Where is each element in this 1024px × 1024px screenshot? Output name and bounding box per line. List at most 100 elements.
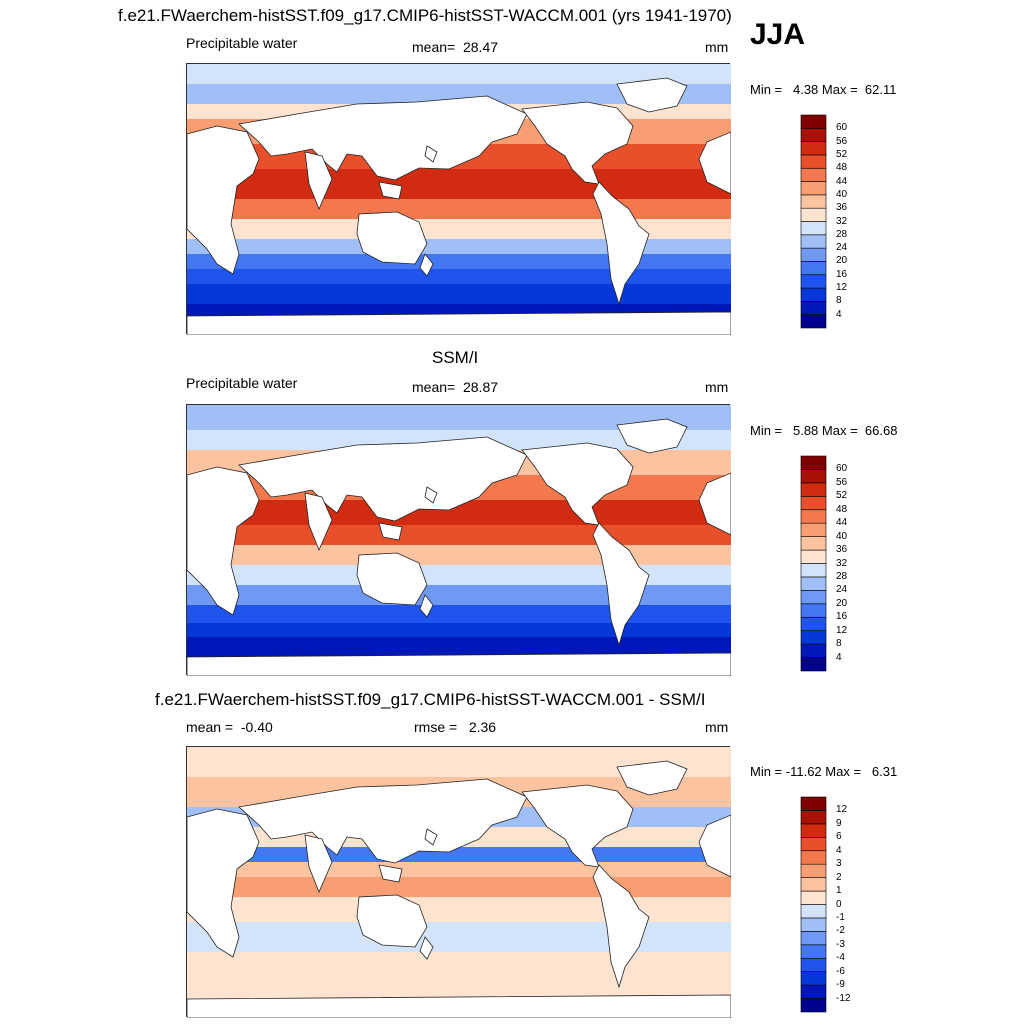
- land-mask: [378, 181, 403, 200]
- colorbar-swatch: [800, 167, 827, 182]
- panel-2-minmax: Min = 5.88 Max = 66.68: [750, 423, 898, 438]
- land-mask: [616, 77, 688, 113]
- land-mask: [378, 864, 403, 883]
- colorbar-swatch: [800, 221, 827, 236]
- colorbar-swatch: [800, 984, 827, 999]
- colorbar-swatch: [800, 657, 827, 672]
- land-mask: [238, 436, 528, 522]
- colorbar-tick-label: 0: [836, 898, 842, 910]
- colorbar-tick-label: 24: [836, 242, 848, 254]
- land-mask: [304, 151, 333, 211]
- colorbar-tick-label: 48: [836, 162, 848, 174]
- panel-3-title: f.e21.FWaerchem-histSST.f09_g17.CMIP6-hi…: [155, 690, 706, 709]
- colorbar-swatch: [800, 810, 827, 825]
- panel-1-variable-label: Precipitable water: [186, 35, 298, 51]
- field-band: [187, 169, 731, 199]
- colorbar-tick-label: 4: [836, 844, 842, 856]
- land-mask: [698, 131, 731, 195]
- land-mask: [698, 814, 731, 878]
- panel-2-mean-label: mean= 28.87: [412, 379, 499, 395]
- field-band: [187, 922, 731, 952]
- panel-2-map: [186, 404, 731, 676]
- panel-3-minmax: Min = -11.62 Max = 6.31: [750, 764, 898, 779]
- field-band: [187, 862, 731, 877]
- colorbar-swatch: [800, 522, 827, 537]
- field-band: [187, 269, 731, 284]
- colorbar-tick-label: 60: [836, 463, 848, 475]
- colorbar-swatch: [800, 957, 827, 972]
- colorbar-tick-label: 4: [836, 651, 842, 663]
- colorbar-swatch: [800, 261, 827, 276]
- colorbar-swatch: [800, 796, 827, 811]
- panel-2-variable-label: Precipitable water: [186, 375, 298, 391]
- land-mask: [238, 778, 528, 864]
- season-label: JJA: [750, 18, 806, 51]
- land-mask: [356, 211, 428, 265]
- panel-1-units: mm: [705, 39, 729, 55]
- land-mask: [304, 492, 333, 552]
- panel-3-units: mm: [705, 719, 729, 735]
- colorbar-swatch: [800, 890, 827, 905]
- colorbar-swatch: [800, 563, 827, 578]
- panel-2-title: SSM/I: [432, 348, 479, 367]
- land-mask: [616, 418, 688, 454]
- colorbar-swatch: [800, 536, 827, 551]
- colorbar-tick-label: 32: [836, 557, 848, 569]
- panel-1-map: [186, 63, 731, 335]
- colorbar-swatch: [800, 630, 827, 645]
- field-band: [187, 284, 731, 304]
- colorbar-swatch: [800, 850, 827, 865]
- field-band: [187, 605, 731, 623]
- colorbar-tick-label: 1: [836, 885, 842, 897]
- panel-3-mean-label: mean = -0.40: [186, 719, 273, 735]
- land-mask: [356, 552, 428, 606]
- land-mask: [592, 522, 650, 647]
- field-band: [187, 545, 731, 565]
- colorbar-swatch: [800, 194, 827, 209]
- colorbar-swatch: [800, 971, 827, 986]
- colorbar-tick-label: 12: [836, 804, 848, 816]
- colorbar-tick-label: 60: [836, 122, 848, 134]
- land-mask: [616, 760, 688, 796]
- colorbar-swatch: [800, 469, 827, 484]
- colorbar-swatch: [800, 837, 827, 852]
- colorbar-swatch: [800, 590, 827, 605]
- colorbar-swatch: [800, 128, 827, 142]
- colorbar-tick-label: 8: [836, 638, 842, 650]
- land-mask: [521, 784, 634, 868]
- land-mask: [187, 466, 260, 616]
- colorbar-tick-label: -1: [836, 911, 845, 923]
- land-mask: [378, 522, 403, 541]
- land-mask: [187, 125, 260, 275]
- colorbar-tick-label: -3: [836, 938, 845, 950]
- land-mask: [356, 894, 428, 948]
- colorbar-swatch: [800, 114, 827, 129]
- colorbar-swatch: [800, 141, 827, 156]
- field-band: [187, 847, 731, 862]
- land-mask: [592, 181, 650, 306]
- colorbar-tick-label: 12: [836, 282, 848, 294]
- land-mask: [424, 828, 438, 846]
- colorbar-tick-label: 36: [836, 202, 848, 214]
- colorbar-tick-label: 20: [836, 255, 848, 267]
- field-band: [187, 64, 731, 84]
- colorbar-tick-label: 2: [836, 871, 842, 883]
- colorbar-swatch: [800, 287, 827, 302]
- colorbar-tick-label: 9: [836, 817, 842, 829]
- colorbar-tick-label: 16: [836, 611, 848, 623]
- land-mask: [521, 101, 634, 185]
- colorbar-swatch: [800, 207, 827, 222]
- colorbar-tick-label: 32: [836, 215, 848, 227]
- colorbar-tick-label: -4: [836, 952, 845, 964]
- panel-2-units: mm: [705, 379, 729, 395]
- panel-1-colorbar: 4 8 12 16 20 24 28 32 36 40 44 48 52 56 60: [800, 114, 847, 329]
- land-mask: [419, 594, 434, 618]
- colorbar-tick-label: 40: [836, 530, 848, 542]
- colorbar-swatch: [800, 603, 827, 618]
- colorbar-tick-label: -9: [836, 979, 845, 991]
- field-band: [187, 84, 731, 104]
- colorbar-swatch: [800, 823, 827, 838]
- panel-1-mean-label: mean= 28.47: [412, 39, 499, 55]
- colorbar-tick-label: 48: [836, 503, 848, 515]
- panel-3-map: [186, 746, 731, 1018]
